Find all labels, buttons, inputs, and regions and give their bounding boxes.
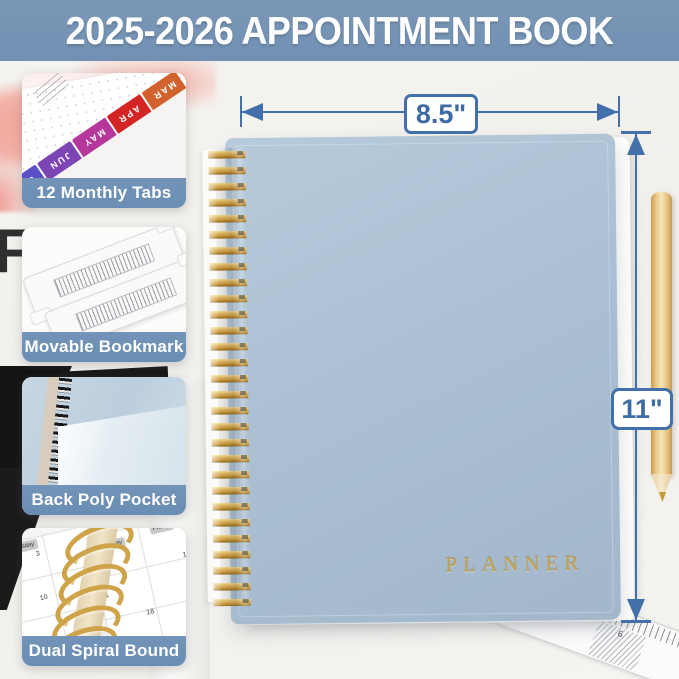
dimension-end-cap [621, 620, 651, 623]
feature-card-bookmark: Movable Bookmark [22, 227, 186, 362]
title-banner: 2025-2026 APPOINTMENT BOOK [0, 0, 679, 61]
bookmark-photo [22, 227, 186, 332]
height-dimension-annotation: 11" [611, 131, 673, 623]
dimension-end-cap [240, 96, 242, 127]
dimension-end-cap [618, 96, 620, 127]
pencil-point [659, 492, 666, 502]
height-value-badge: 11" [611, 388, 673, 430]
arrowhead-up-icon [627, 134, 645, 155]
poly-pocket-photo [22, 377, 186, 485]
calendar-date: 18 [145, 608, 156, 617]
poly-pocket [58, 405, 186, 485]
dimension-end-cap [621, 131, 651, 134]
planner-brand-text: PLANNER [445, 551, 585, 577]
feature-label: Movable Bookmark [22, 332, 186, 362]
feature-card-monthly-tabs: JUL JUN MAY APR MAR 12 Monthly Tabs [22, 73, 186, 208]
feature-label: Dual Spiral Bound [22, 636, 186, 666]
page-title: 2025-2026 APPOINTMENT BOOK [65, 7, 614, 53]
gold-spiral-loops [42, 528, 153, 636]
calendar-date: 12 [182, 550, 186, 560]
width-value-badge: 8.5" [404, 94, 478, 134]
feature-card-poly-pocket: Back Poly Pocket [22, 377, 186, 515]
arrowhead-left-icon [242, 103, 263, 121]
arrowhead-down-icon [627, 599, 645, 620]
calendar-date: 10 [39, 593, 49, 603]
monthly-tabs-photo: JUL JUN MAY APR MAR [22, 73, 186, 178]
feature-label: 12 Monthly Tabs [22, 178, 186, 208]
arrowhead-right-icon [597, 103, 618, 121]
feature-label: Back Poly Pocket [22, 485, 186, 515]
calendar-date: 3 [35, 550, 41, 559]
dimension-line [635, 133, 637, 621]
spiral-bound-photo: Wednesday 3 10 Thursday Friday 4 12 11 1… [22, 528, 186, 636]
feature-card-spiral-bound: Wednesday 3 10 Thursday Friday 4 12 11 1… [22, 528, 186, 666]
width-dimension-annotation: 8.5" [240, 94, 620, 134]
planner-cover: PLANNER [225, 133, 621, 625]
